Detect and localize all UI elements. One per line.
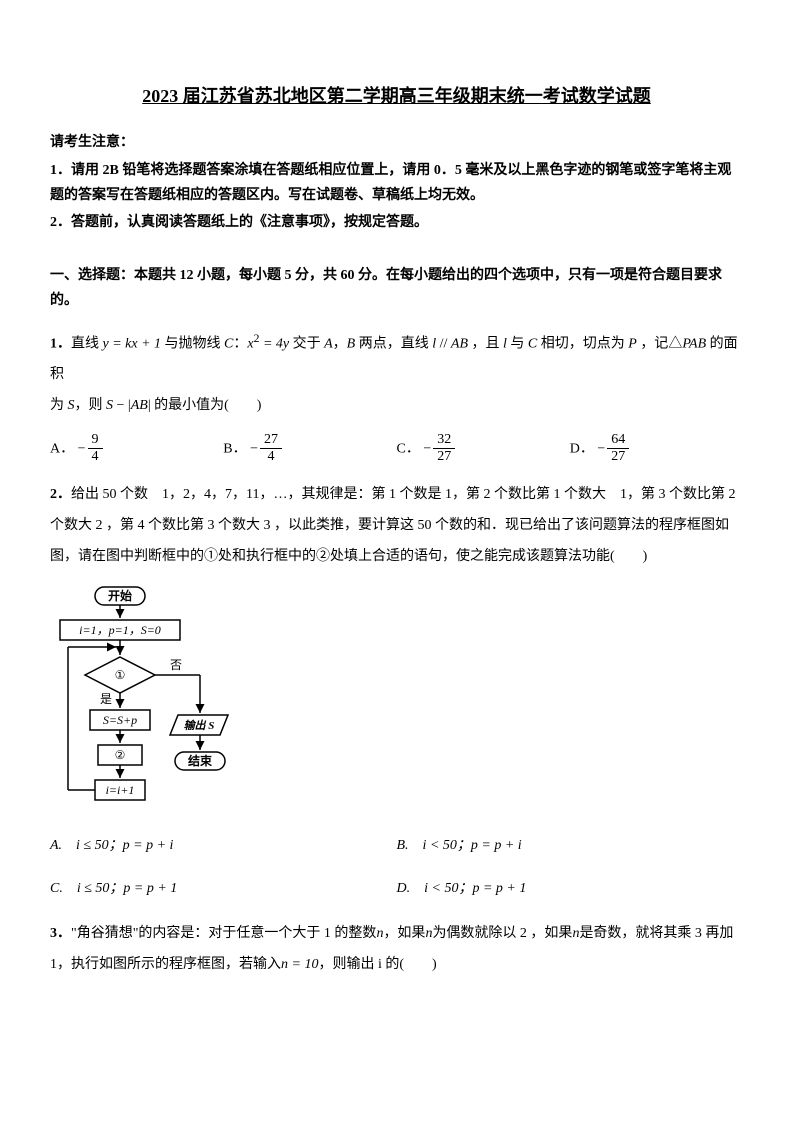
notice-header: 请考生注意：: [50, 130, 743, 155]
q1-d-den: 27: [607, 449, 629, 466]
q1-number: 1．: [50, 336, 71, 351]
q1-text: 直线: [71, 336, 103, 351]
init-text: i=1，p=1，S=0: [79, 623, 161, 637]
q1-S2: S: [106, 398, 113, 413]
q1-B: B: [347, 336, 356, 351]
q1-a-num: 9: [88, 432, 103, 450]
q3-t3: 为偶数就除以 2 ，如果: [432, 926, 572, 941]
q1-t5: 两点，直线: [355, 336, 432, 351]
q2-d-text: D. i < 50；p = p + 1: [397, 881, 527, 896]
q1-eq1: y = kx + 1: [103, 336, 162, 351]
q1-b-neg: −: [250, 441, 258, 456]
q1-t3: 交于: [289, 336, 324, 351]
question-3: 3．"角谷猜想"的内容是：对于任意一个大于 1 的整数n，如果n为偶数就除以 2…: [50, 919, 743, 981]
q1-t4: ，: [333, 336, 347, 351]
proc3-text: i=i+1: [106, 783, 135, 797]
q1-l2p2: ，则: [75, 398, 107, 413]
q1-a-den: 4: [88, 449, 103, 466]
q1-c-neg: −: [423, 441, 431, 456]
q2-text: 给出 50 个数 1，2，4，7，11，…，其规律是：第 1 个数是 1，第 2…: [50, 487, 735, 564]
q1-b-frac: 274: [260, 432, 282, 467]
q2-options: A. i ≤ 50；p = p + i B. i < 50；p = p + i …: [50, 833, 743, 919]
q1-P: P: [628, 336, 637, 351]
q1-option-a: A． −94: [50, 432, 223, 467]
q1-eq2r: = 4y: [259, 336, 289, 351]
q3-t5: ，则输出 i 的( ): [318, 957, 436, 972]
q1-a-label: A．: [50, 441, 74, 456]
q1-option-b: B． −274: [223, 432, 396, 467]
q1-d-frac: 6427: [607, 432, 629, 467]
q3-t1: "角谷猜想"的内容是：对于任意一个大于 1 的整数: [71, 926, 376, 941]
q1-t6: ，且: [468, 336, 503, 351]
q1-minus: −: [113, 398, 128, 413]
notice-item-2: 2．答题前，认真阅读答题纸上的《注意事项》，按规定答题。: [50, 210, 743, 235]
q1-par: //: [436, 336, 451, 351]
q2-a-text: A. i ≤ 50；p = p + i: [50, 838, 173, 853]
q2-option-a: A. i ≤ 50；p = p + i: [50, 833, 397, 858]
q1-b-num: 27: [260, 432, 282, 450]
q1-a-neg: −: [78, 441, 86, 456]
exam-title: 2023 届江苏省苏北地区第二学期高三年级期末统一考试数学试题: [50, 80, 743, 112]
q1-d-neg: −: [597, 441, 605, 456]
q1-c-label: C．: [397, 441, 420, 456]
q3-eq: = 10: [288, 957, 318, 972]
proc2-text: ②: [115, 748, 126, 762]
q2-option-c: C. i ≤ 50；p = p + 1: [50, 876, 397, 901]
q1-l2p3: 的最小值为( ): [151, 398, 262, 413]
notice-item-1: 1．请用 2B 铅笔将选择题答案涂填在答题纸相应位置上，请用 0．5 毫米及以上…: [50, 158, 743, 208]
q1-AB2: AB: [131, 398, 148, 413]
q1-l2p1: 为: [50, 398, 68, 413]
question-1: 1．直线 y = kx + 1 与抛物线 C：x2 = 4y 交于 A，B 两点…: [50, 326, 743, 422]
question-2: 2．给出 50 个数 1，2，4，7，11，…，其规律是：第 1 个数是 1，第…: [50, 480, 743, 572]
q1-t9: ，记: [637, 336, 669, 351]
yes-label: 是: [100, 692, 112, 706]
q1-c-frac: 3227: [433, 432, 455, 467]
triangle-icon: △: [668, 336, 682, 351]
q3-t2: ，如果: [383, 926, 425, 941]
q2-flowchart: 开始 i=1，p=1，S=0 ① 否 输出 S 结束 是 S=S+p ② i=i…: [50, 585, 743, 815]
start-text: 开始: [108, 588, 132, 603]
q1-b-label: B．: [223, 441, 246, 456]
end-text: 结束: [188, 753, 213, 768]
q1-PAB: PAB: [682, 336, 706, 351]
flowchart-svg: 开始 i=1，p=1，S=0 ① 否 输出 S 结束 是 S=S+p ② i=i…: [50, 585, 250, 815]
q1-c-num: 32: [433, 432, 455, 450]
q1-option-d: D． −6427: [570, 432, 743, 467]
q1-c-den: 27: [433, 449, 455, 466]
q2-c-text: C. i ≤ 50；p = p + 1: [50, 881, 177, 896]
q1-C2: C: [528, 336, 537, 351]
output-text: 输出 S: [184, 719, 215, 732]
q2-option-b: B. i < 50；p = p + i: [397, 833, 744, 858]
q1-t7: 与: [507, 336, 528, 351]
no-label: 否: [170, 658, 182, 672]
q1-option-c: C． −3227: [397, 432, 570, 467]
q1-S: S: [68, 398, 75, 413]
q1-AB: AB: [451, 336, 468, 351]
q1-d-label: D．: [570, 441, 594, 456]
section-1-header: 一、选择题：本题共 12 小题，每小题 5 分，共 60 分。在每小题给出的四个…: [50, 263, 743, 313]
decision-text: ①: [115, 668, 126, 682]
q2-b-text: B. i < 50；p = p + i: [397, 838, 522, 853]
q1-t8: 相切，切点为: [537, 336, 628, 351]
q1-colon: ：: [233, 336, 247, 351]
q1-d-num: 64: [607, 432, 629, 450]
q2-number: 2．: [50, 487, 71, 502]
q3-n4: n: [281, 957, 288, 972]
q1-A: A: [324, 336, 333, 351]
q1-b-den: 4: [260, 449, 282, 466]
q1-options: A． −94 B． −274 C． −3227 D． −6427: [50, 432, 743, 467]
q2-option-d: D. i < 50；p = p + 1: [397, 876, 744, 901]
q1-C: C: [224, 336, 233, 351]
q3-number: 3．: [50, 926, 71, 941]
q1-t2: 与抛物线: [161, 336, 224, 351]
proc1-text: S=S+p: [103, 713, 137, 727]
q1-a-frac: 94: [88, 432, 103, 467]
